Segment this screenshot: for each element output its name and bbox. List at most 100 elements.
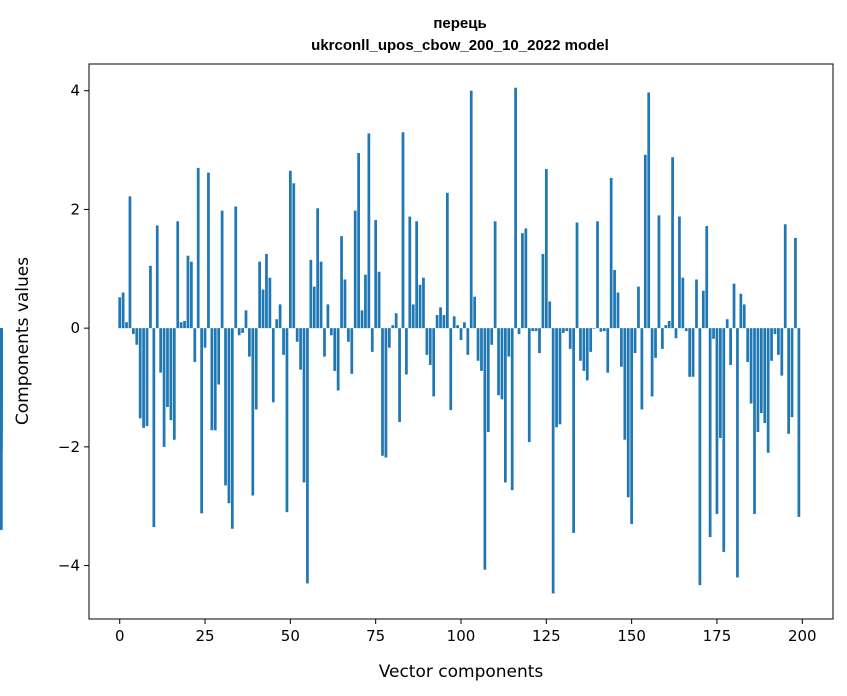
bar-171: [701, 290, 705, 329]
bar-142: [602, 328, 606, 332]
bar-24: [200, 328, 203, 514]
bar-55: [306, 328, 309, 584]
bar-86: [411, 304, 415, 329]
bar-133: [572, 328, 575, 533]
bar-42: [261, 289, 265, 329]
bar-4: [132, 328, 135, 335]
bar-62: [329, 328, 333, 336]
bar-152: [637, 286, 640, 329]
plot-frame: [88, 63, 834, 620]
bar-101: [463, 322, 466, 329]
chart-title: перець: [433, 15, 486, 32]
bar-176: [719, 328, 722, 438]
bar-168: [691, 328, 695, 377]
bar-13: [162, 328, 166, 447]
bar-84: [405, 328, 408, 375]
bar-111: [497, 328, 500, 396]
bar-89: [422, 277, 425, 329]
bar-7: [142, 328, 145, 428]
bar-46: [275, 319, 279, 329]
bar-186: [753, 328, 756, 514]
bar-181: [736, 328, 739, 578]
bar-71: [360, 310, 364, 329]
bar-99: [456, 325, 459, 329]
bar-40: [254, 328, 258, 410]
bar-136: [582, 328, 586, 371]
bar-178: [725, 319, 729, 329]
bar-12: [159, 328, 163, 373]
bar-110: [493, 221, 497, 329]
bar-30: [220, 210, 224, 329]
bar-31: [224, 328, 227, 486]
bar-75: [374, 220, 378, 329]
bar-80: [391, 325, 395, 329]
bar-35: [237, 328, 241, 336]
bar-65: [340, 236, 343, 329]
bar-116: [514, 87, 517, 329]
bar-184: [746, 328, 750, 362]
bar-90: [425, 328, 429, 355]
bar-108: [486, 328, 490, 433]
bar-83: [401, 132, 405, 329]
bar-190: [766, 328, 770, 453]
bar-160: [664, 325, 668, 329]
bar-148: [623, 328, 627, 440]
bar-113: [504, 328, 507, 483]
bar-167: [688, 328, 692, 377]
bar-180: [732, 283, 736, 329]
y-tick-label-2: 2: [70, 200, 80, 218]
bar-131: [565, 328, 569, 332]
bar-123: [538, 328, 541, 354]
bar-130: [562, 328, 565, 333]
bar-87: [415, 221, 418, 329]
bar-25: [203, 328, 207, 348]
bar-189: [763, 328, 767, 424]
bar-102: [466, 328, 470, 355]
x-axis-label: Vector components: [379, 662, 544, 682]
bar-166: [684, 328, 688, 332]
bar-163: [674, 328, 678, 339]
bar-93: [435, 315, 439, 329]
bar-59: [319, 261, 323, 329]
bar-5: [135, 328, 139, 345]
bar-122: [534, 328, 538, 332]
bar-198: [794, 237, 797, 329]
x-tick-label-0: 0: [115, 627, 125, 645]
bar-145: [613, 269, 616, 329]
bar-155: [647, 92, 651, 329]
bar-81: [394, 313, 398, 329]
bar-161: [667, 321, 671, 329]
x-tick-label-50: 50: [281, 627, 300, 645]
bar-134: [575, 222, 579, 329]
bar-15: [169, 328, 173, 421]
bar-92: [432, 328, 436, 397]
bar-88: [418, 284, 422, 329]
bar-19: [183, 321, 186, 329]
bar-72: [364, 274, 367, 329]
bar-132: [568, 328, 572, 349]
bar-63: [333, 328, 337, 371]
bar-165: [681, 277, 685, 329]
x-axis-ticks: 0 25 50 75 100 125 150 175 200: [115, 619, 817, 645]
bar-33: [230, 328, 234, 529]
bar-38: [248, 328, 251, 357]
bar-179: [729, 328, 732, 365]
bar-36: [241, 328, 244, 333]
chart-subtitle: ukrconll_upos_cbow_200_10_2022 model: [311, 37, 609, 54]
bar-49: [285, 328, 289, 513]
bar-147: [620, 328, 623, 367]
bar-26: [207, 172, 210, 329]
bar-66: [343, 279, 347, 329]
bar-2: [125, 322, 128, 329]
bar-150: [630, 328, 634, 525]
bar-96: [445, 192, 449, 329]
y-tick-label-4: 4: [70, 82, 80, 100]
bar-82: [398, 328, 401, 422]
bar-106: [480, 328, 483, 371]
bar-140: [596, 221, 599, 329]
bar-79: [387, 328, 391, 348]
bar-20: [186, 255, 190, 329]
bar-48: [282, 328, 285, 355]
bar-43: [265, 253, 268, 329]
